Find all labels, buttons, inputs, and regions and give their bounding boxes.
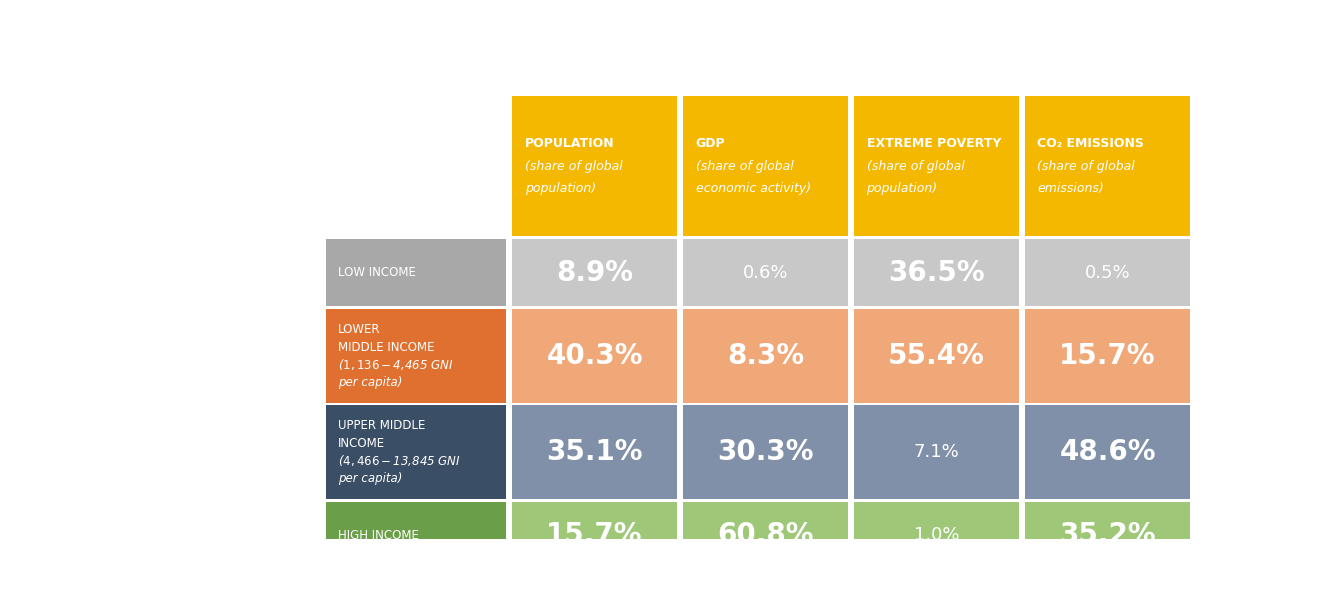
- Bar: [683, 502, 848, 569]
- Text: (share of global: (share of global: [695, 159, 793, 173]
- Bar: [512, 405, 676, 499]
- Bar: [512, 96, 676, 236]
- Bar: [1025, 405, 1189, 499]
- Bar: [512, 309, 676, 402]
- Text: population): population): [525, 182, 595, 195]
- Text: HIGH INCOME: HIGH INCOME: [338, 529, 419, 542]
- Text: EXTREME POVERTY: EXTREME POVERTY: [867, 137, 1001, 150]
- Text: (share of global: (share of global: [525, 159, 622, 173]
- Bar: [855, 309, 1019, 402]
- Bar: [1025, 502, 1189, 569]
- Bar: [855, 502, 1019, 569]
- Bar: [512, 502, 676, 569]
- Text: 35.2%: 35.2%: [1059, 521, 1156, 550]
- Text: 35.1%: 35.1%: [546, 438, 643, 466]
- Text: 48.6%: 48.6%: [1059, 438, 1156, 466]
- Text: INCOME: INCOME: [338, 437, 385, 450]
- Text: CO₂ EMISSIONS: CO₂ EMISSIONS: [1038, 137, 1144, 150]
- Text: 1.0%: 1.0%: [914, 527, 960, 544]
- Text: per capita): per capita): [338, 376, 403, 389]
- Text: MIDDLE INCOME: MIDDLE INCOME: [338, 341, 435, 353]
- Text: emissions): emissions): [1038, 182, 1104, 195]
- Bar: [1025, 96, 1189, 236]
- Bar: [683, 239, 848, 307]
- Text: 0.5%: 0.5%: [1084, 264, 1131, 282]
- Text: 0.6%: 0.6%: [743, 264, 788, 282]
- Bar: [326, 405, 506, 499]
- Text: 15.7%: 15.7%: [546, 521, 643, 550]
- Text: ($1,136-$4,465 GNI: ($1,136-$4,465 GNI: [338, 358, 453, 372]
- Bar: [326, 96, 506, 236]
- Bar: [855, 239, 1019, 307]
- Text: economic activity): economic activity): [695, 182, 811, 195]
- Text: 60.8%: 60.8%: [718, 521, 813, 550]
- Bar: [326, 239, 506, 307]
- Text: 7.1%: 7.1%: [913, 443, 960, 461]
- Text: 30.3%: 30.3%: [718, 438, 813, 466]
- Text: UPPER MIDDLE: UPPER MIDDLE: [338, 419, 425, 432]
- Text: 15.7%: 15.7%: [1059, 342, 1156, 370]
- Text: LOWER: LOWER: [338, 323, 380, 336]
- Text: 36.5%: 36.5%: [888, 259, 985, 287]
- Text: (share of global: (share of global: [867, 159, 965, 173]
- Text: per capita): per capita): [338, 472, 403, 485]
- Bar: [1025, 239, 1189, 307]
- Text: 8.3%: 8.3%: [727, 342, 804, 370]
- Text: (share of global: (share of global: [1038, 159, 1135, 173]
- Text: 40.3%: 40.3%: [546, 342, 643, 370]
- Text: POPULATION: POPULATION: [525, 137, 614, 150]
- Text: population): population): [867, 182, 938, 195]
- Bar: [855, 96, 1019, 236]
- Text: GDP: GDP: [695, 137, 726, 150]
- Text: ($4,466-$13,845 GNI: ($4,466-$13,845 GNI: [338, 453, 461, 468]
- Bar: [512, 239, 676, 307]
- Bar: [855, 405, 1019, 499]
- Bar: [683, 96, 848, 236]
- Bar: [1025, 309, 1189, 402]
- Bar: [683, 309, 848, 402]
- Bar: [326, 309, 506, 402]
- Bar: [683, 405, 848, 499]
- Text: LOW INCOME: LOW INCOME: [338, 266, 416, 279]
- Text: 8.9%: 8.9%: [556, 259, 633, 287]
- Bar: [326, 502, 506, 569]
- Text: 55.4%: 55.4%: [888, 342, 985, 370]
